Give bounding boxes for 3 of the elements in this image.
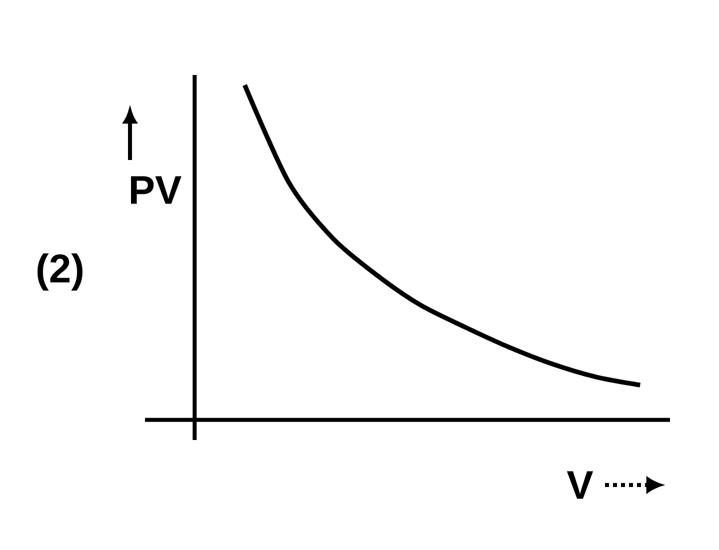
x-axis-title: V [566, 471, 594, 499]
y-axis-title: PV [131, 176, 182, 204]
text: (2) [38, 253, 82, 291]
